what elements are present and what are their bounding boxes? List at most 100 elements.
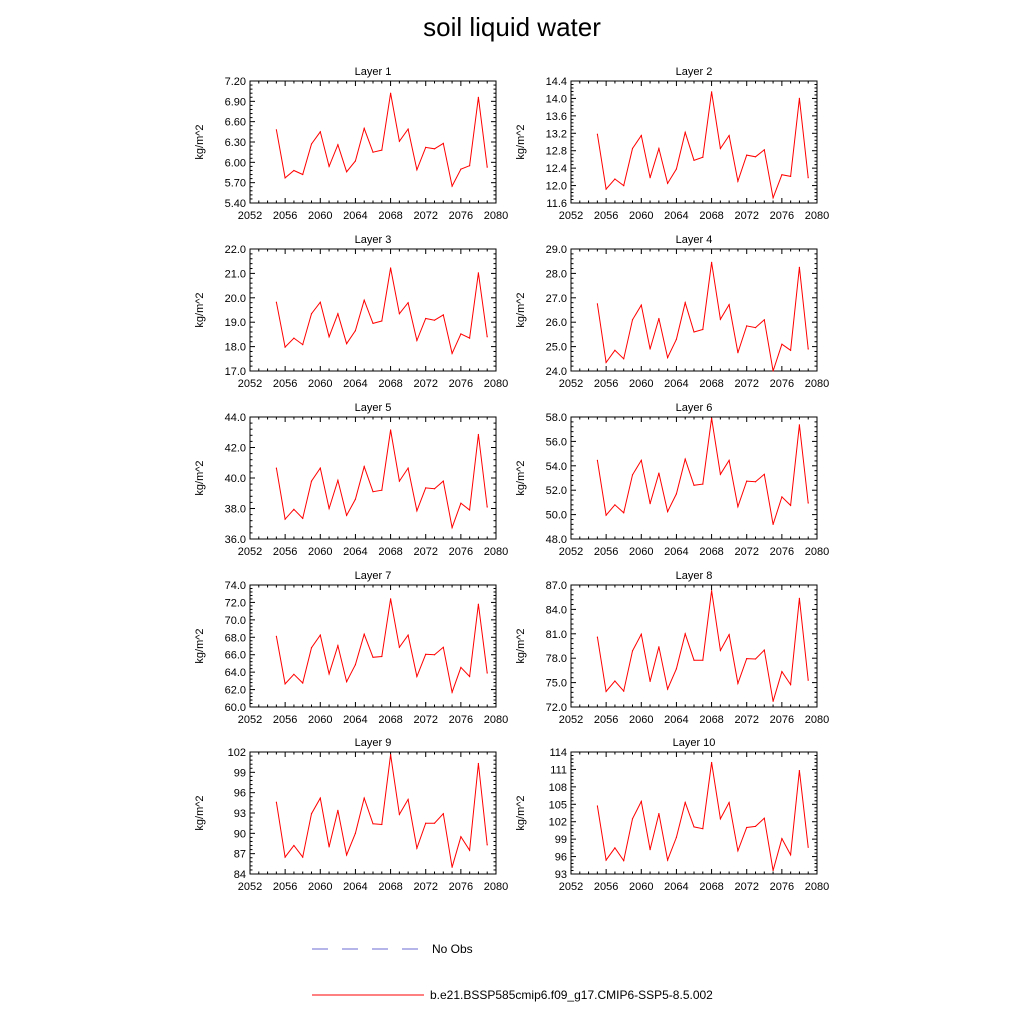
figure-title: soil liquid water bbox=[423, 12, 601, 42]
data-point bbox=[363, 127, 365, 129]
data-point bbox=[807, 177, 809, 179]
data-point bbox=[596, 805, 599, 807]
y-tick-label: 114 bbox=[549, 747, 567, 759]
data-point bbox=[631, 474, 634, 476]
data-point bbox=[293, 337, 295, 339]
data-point bbox=[693, 159, 695, 161]
y-tick-label: 102 bbox=[549, 817, 567, 829]
data-point bbox=[631, 818, 634, 820]
data-point bbox=[354, 330, 356, 332]
data-point bbox=[337, 313, 339, 315]
data-point bbox=[451, 352, 453, 354]
data-point bbox=[596, 133, 599, 135]
data-point bbox=[605, 188, 607, 190]
x-tick-label: 2072 bbox=[413, 881, 437, 893]
data-point bbox=[328, 165, 330, 167]
data-point bbox=[763, 473, 765, 475]
y-tick-label: 13.6 bbox=[546, 111, 567, 123]
x-tick-label: 2064 bbox=[343, 881, 367, 893]
data-point bbox=[807, 846, 809, 848]
data-point bbox=[781, 671, 783, 673]
data-point bbox=[407, 798, 409, 801]
data-point bbox=[781, 174, 783, 176]
data-point bbox=[372, 322, 374, 324]
data-point bbox=[675, 338, 678, 340]
data-point bbox=[798, 97, 801, 99]
series-line bbox=[275, 754, 488, 868]
data-point bbox=[614, 680, 616, 682]
data-point bbox=[433, 654, 436, 656]
data-point bbox=[807, 502, 809, 504]
data-point bbox=[772, 700, 774, 702]
panel-layer-5: Layer 5 kg/m^2 2052 2056 2060 2064 2068 2072 207… bbox=[194, 402, 508, 558]
data-point bbox=[631, 319, 634, 321]
data-point bbox=[407, 467, 409, 469]
data-point bbox=[702, 156, 704, 158]
y-tick-label: 28.0 bbox=[546, 268, 567, 280]
data-point bbox=[319, 634, 321, 636]
y-tick-label: 54.0 bbox=[546, 461, 567, 473]
data-point bbox=[425, 317, 427, 320]
x-tick-label: 2060 bbox=[629, 210, 653, 222]
x-tick-label: 2080 bbox=[484, 546, 508, 558]
x-tick-label: 2072 bbox=[734, 714, 758, 726]
data-point bbox=[684, 131, 686, 133]
y-axis-label: kg/m^2 bbox=[194, 460, 206, 495]
data-point bbox=[807, 679, 809, 681]
y-tick-label: 25.0 bbox=[546, 342, 567, 354]
data-point bbox=[746, 154, 748, 156]
y-tick-label: 11.6 bbox=[546, 198, 567, 210]
y-tick-label: 87.0 bbox=[546, 580, 567, 592]
data-point bbox=[640, 800, 642, 803]
data-point bbox=[640, 134, 642, 137]
data-point bbox=[772, 523, 774, 526]
data-point bbox=[390, 598, 392, 600]
y-tick-label: 7.20 bbox=[225, 76, 246, 88]
data-point bbox=[416, 510, 418, 512]
data-point bbox=[737, 682, 739, 685]
data-point bbox=[781, 838, 783, 840]
data-point bbox=[605, 514, 607, 516]
y-axis-label: kg/m^2 bbox=[515, 795, 527, 830]
data-point bbox=[711, 590, 713, 592]
y-axis-label: kg/m^2 bbox=[515, 460, 527, 495]
series-line bbox=[275, 429, 488, 530]
y-tick-label: 108 bbox=[549, 782, 567, 794]
x-tick-label: 2080 bbox=[805, 546, 829, 558]
x-tick-label: 2052 bbox=[238, 714, 262, 726]
y-tick-label: 6.90 bbox=[225, 96, 246, 108]
x-tick-label: 2068 bbox=[378, 881, 402, 893]
data-point bbox=[460, 502, 462, 504]
y-tick-label: 18.0 bbox=[225, 342, 246, 354]
data-point bbox=[275, 467, 277, 469]
data-point bbox=[381, 489, 383, 491]
data-point bbox=[425, 487, 427, 489]
data-point bbox=[667, 182, 669, 184]
x-tick-label: 2052 bbox=[238, 378, 262, 390]
data-point bbox=[605, 361, 607, 364]
x-tick-label: 2052 bbox=[559, 210, 583, 222]
y-tick-label: 6.00 bbox=[225, 157, 246, 169]
x-tick-label: 2060 bbox=[308, 714, 332, 726]
panel-title: Layer 9 bbox=[355, 737, 392, 749]
x-tick-label: 2064 bbox=[343, 210, 367, 222]
data-point bbox=[390, 92, 392, 94]
x-tick-label: 2052 bbox=[559, 378, 583, 390]
data-point bbox=[728, 134, 730, 137]
x-tick-label: 2056 bbox=[594, 714, 618, 726]
data-point bbox=[658, 646, 660, 648]
x-tick-label: 2068 bbox=[378, 714, 402, 726]
data-point bbox=[319, 301, 321, 303]
x-tick-label: 2076 bbox=[449, 210, 473, 222]
x-tick-label: 2056 bbox=[273, 881, 297, 893]
panel-title: Layer 5 bbox=[355, 402, 392, 414]
data-point bbox=[711, 761, 713, 764]
data-point bbox=[605, 859, 607, 861]
data-point bbox=[451, 866, 453, 868]
series-line bbox=[275, 598, 488, 695]
data-point bbox=[363, 299, 365, 301]
data-point bbox=[763, 649, 765, 651]
data-point bbox=[354, 664, 356, 666]
data-point bbox=[711, 91, 713, 93]
data-point bbox=[442, 142, 444, 144]
